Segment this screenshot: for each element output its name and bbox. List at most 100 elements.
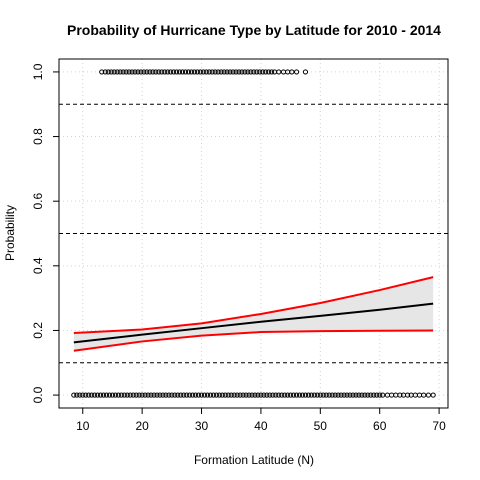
data-point-y0 <box>276 392 282 398</box>
data-point-y1 <box>218 69 224 75</box>
x-tick-label: 30 <box>195 419 209 433</box>
data-point-y0 <box>237 392 243 398</box>
data-point-y0 <box>187 392 193 398</box>
data-point-y0 <box>249 392 255 398</box>
data-point-y1 <box>150 69 156 75</box>
data-point-y1 <box>236 69 242 75</box>
data-point-y0 <box>148 392 154 398</box>
data-point-y1 <box>293 69 300 75</box>
data-point-y0 <box>121 392 127 398</box>
data-point-y1 <box>206 69 212 75</box>
data-point-y1 <box>271 69 278 75</box>
data-point-y0 <box>109 392 116 398</box>
data-point-y1 <box>114 69 120 75</box>
data-point-y1 <box>194 69 200 75</box>
data-point-y0 <box>124 392 130 398</box>
data-point-y1 <box>212 69 218 75</box>
data-point-y1 <box>254 69 260 75</box>
data-point-y0 <box>86 392 92 398</box>
data-point-y0 <box>169 392 175 398</box>
data-point-y0 <box>329 392 335 398</box>
data-point-y1 <box>108 69 114 75</box>
data-point-y1 <box>203 69 209 75</box>
data-point-y0 <box>267 392 273 398</box>
data-point-y0 <box>219 392 225 398</box>
data-point-y0 <box>142 392 148 398</box>
data-point-y0 <box>353 392 359 398</box>
data-point-y0 <box>371 392 377 398</box>
data-point-y0 <box>299 392 306 398</box>
data-point-y1 <box>168 69 174 75</box>
data-point-y0 <box>97 392 104 398</box>
data-point-y0 <box>210 392 217 398</box>
data-point-y0 <box>198 392 205 398</box>
data-point-y0 <box>344 392 350 398</box>
data-point-y0 <box>166 392 172 398</box>
data-point-y0 <box>139 392 145 398</box>
data-point-y0 <box>225 392 231 398</box>
data-point-y0 <box>317 392 323 398</box>
data-point-y1 <box>260 69 266 75</box>
data-point-y0 <box>192 392 199 398</box>
data-point-y1 <box>156 69 162 75</box>
data-point-y1 <box>141 69 147 75</box>
data-point-y0 <box>157 392 163 398</box>
data-point-y0 <box>234 392 240 398</box>
data-point-y1 <box>257 69 263 75</box>
data-point-y0 <box>338 392 344 398</box>
data-point-y1 <box>138 69 144 75</box>
data-point-y0 <box>335 392 341 398</box>
data-point-y0 <box>231 392 237 398</box>
data-point-y0 <box>288 392 294 398</box>
data-point-y0 <box>103 392 110 398</box>
data-point-y0 <box>228 392 234 398</box>
data-point-y0 <box>172 392 178 398</box>
data-point-y0 <box>347 392 353 398</box>
data-point-y0 <box>216 392 222 398</box>
data-point-y1 <box>276 69 282 75</box>
data-point-y0 <box>252 392 258 398</box>
lower-bound-line <box>73 329 434 352</box>
data-point-y1 <box>185 69 192 75</box>
data-point-y0 <box>195 392 202 398</box>
data-point-y1 <box>171 69 177 75</box>
data-point-y1 <box>105 69 111 75</box>
data-point-y1 <box>242 69 248 75</box>
data-point-y0 <box>255 392 261 398</box>
data-point-y1 <box>224 69 230 75</box>
data-point-y1 <box>191 69 198 75</box>
y-tick-label: 0.2 <box>31 322 45 339</box>
y-tick-label: 0.8 <box>31 128 45 145</box>
data-point-y0 <box>421 392 427 398</box>
data-point-y0 <box>405 392 411 398</box>
reference-lines <box>59 103 448 364</box>
data-point-y0 <box>356 392 362 398</box>
data-points <box>71 69 436 398</box>
fit-line <box>73 302 434 344</box>
data-point-y0 <box>74 392 80 398</box>
data-point-y1 <box>209 69 215 75</box>
data-point-y0 <box>273 392 279 398</box>
data-point-y0 <box>112 392 119 398</box>
x-tick-label: 40 <box>254 419 268 433</box>
data-point-y0 <box>362 392 368 398</box>
data-point-y1 <box>120 69 126 75</box>
data-point-y1 <box>153 69 159 75</box>
data-point-y0 <box>127 392 133 398</box>
data-point-y1 <box>179 69 186 75</box>
data-point-y0 <box>323 392 329 398</box>
data-point-y0 <box>106 392 113 398</box>
chart-title: Probability of Hurricane Type by Latitud… <box>67 22 441 38</box>
data-point-y1 <box>302 69 309 75</box>
data-point-y1 <box>99 69 105 75</box>
data-point-y0 <box>71 392 77 398</box>
data-point-y1 <box>215 69 221 75</box>
data-point-y0 <box>145 392 151 398</box>
data-point-y0 <box>243 392 249 398</box>
data-point-y0 <box>201 392 208 398</box>
data-point-y1 <box>269 69 275 75</box>
data-point-y1 <box>173 69 180 75</box>
data-point-y0 <box>293 392 300 398</box>
data-point-y1 <box>200 69 206 75</box>
